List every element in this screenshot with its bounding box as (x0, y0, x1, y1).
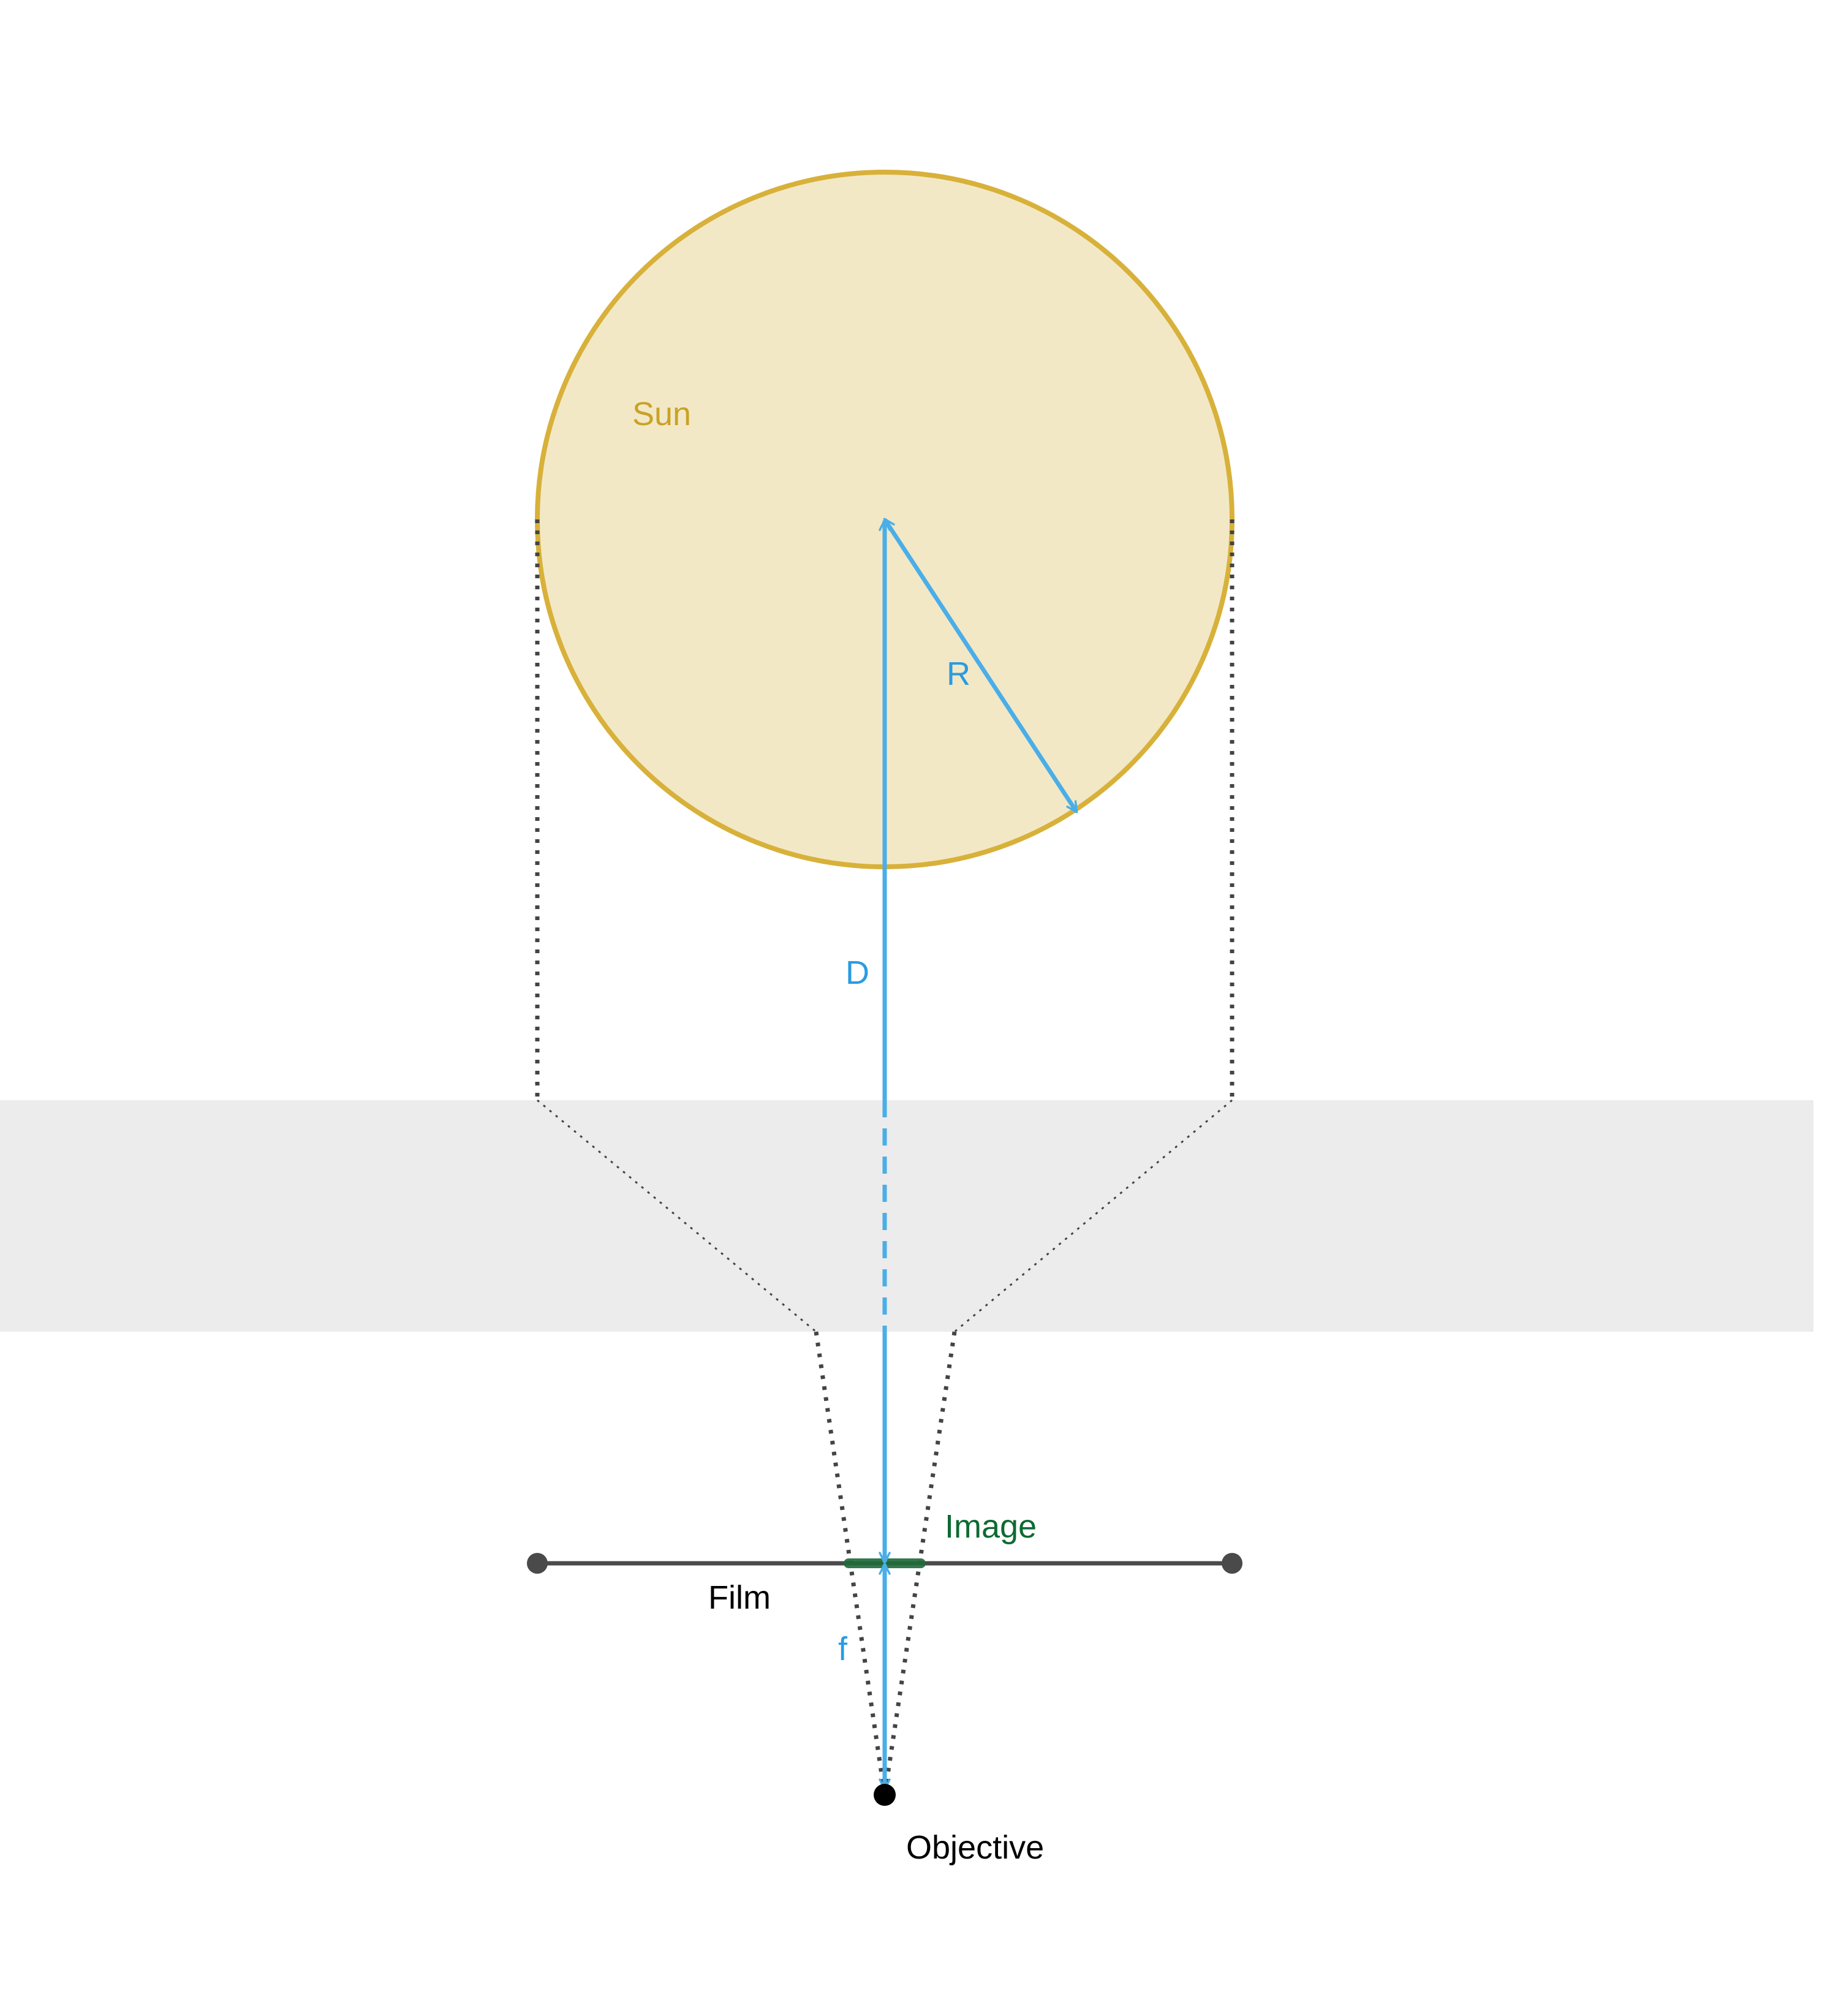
radius-arrow (883, 518, 1078, 814)
focal-label: f (838, 1631, 848, 1667)
atmosphere-band (0, 1100, 1813, 1332)
objective-point (874, 1784, 896, 1806)
film-end-left (527, 1553, 548, 1574)
distance-label: D (845, 954, 869, 991)
radius-label: R (947, 655, 970, 692)
objective-label: Objective (906, 1829, 1044, 1866)
film-end-right (1222, 1553, 1242, 1574)
image-label: Image (945, 1508, 1037, 1545)
film-label: Film (708, 1579, 771, 1616)
sun-label: Sun (632, 396, 691, 432)
